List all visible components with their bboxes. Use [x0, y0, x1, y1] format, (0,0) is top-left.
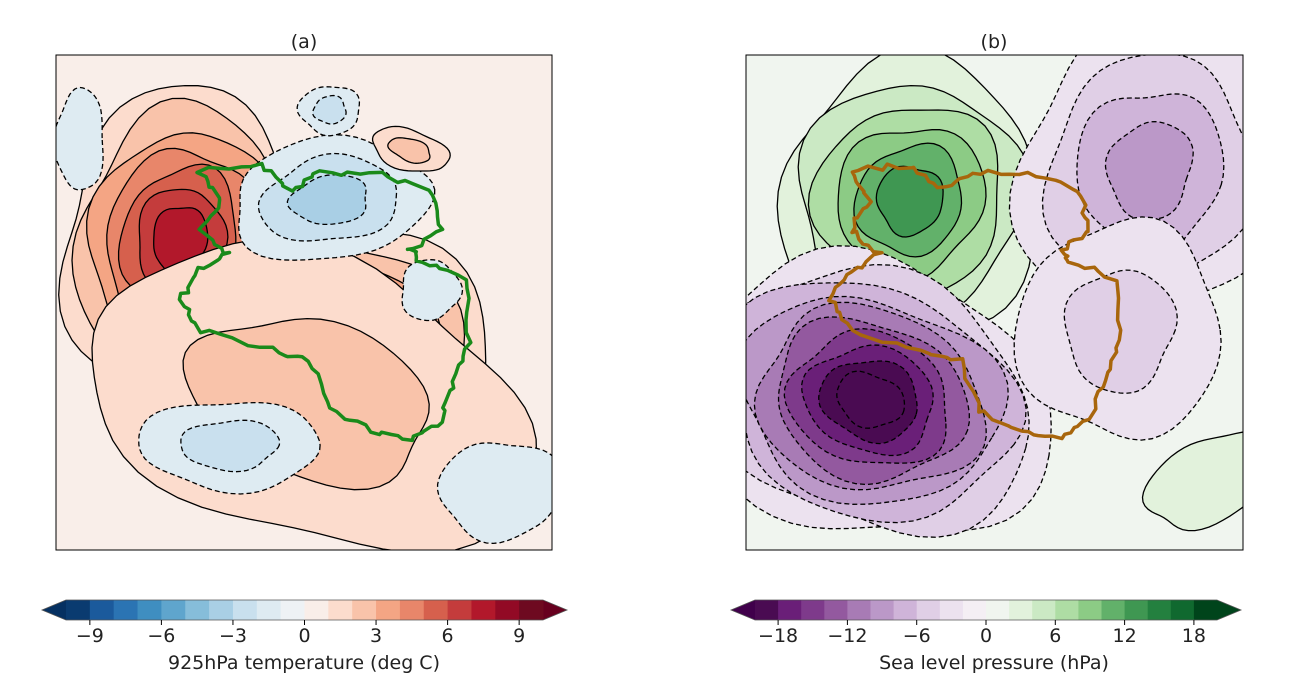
colorbar-bin	[939, 600, 964, 620]
colorbar-bin	[1055, 600, 1079, 620]
contour-level	[56, 86, 104, 191]
colorbar-tick-label: 0	[980, 625, 992, 647]
contour-level	[180, 419, 281, 473]
colorbar-bin	[1078, 600, 1102, 620]
colorbar-bin	[755, 600, 779, 620]
colorbar-b-label: Sea level pressure (hPa)	[879, 652, 1109, 674]
colorbar-tick-label: 3	[370, 625, 382, 647]
colorbar-tick-label: −18	[758, 625, 798, 647]
colorbar-bin	[986, 600, 1010, 620]
colorbar-bin	[447, 600, 472, 620]
contour-level	[836, 370, 906, 429]
colorbar-bin	[962, 600, 987, 620]
colorbar-bin	[519, 600, 544, 620]
colorbar-bin	[352, 600, 377, 620]
colorbar-bin	[399, 600, 425, 620]
colorbar-tick-label: 9	[513, 625, 525, 647]
colorbar-bin	[185, 600, 210, 620]
colorbar-bin	[870, 600, 895, 620]
colorbar-a-label: 925hPa temperature (deg C)	[168, 652, 440, 674]
colorbar-bin	[137, 600, 162, 620]
contour-level	[1104, 120, 1194, 221]
colorbar-b: −18 −12 −6 0 6 12 18	[729, 599, 1243, 647]
colorbar-bin	[824, 600, 848, 620]
colorbar-bin	[1170, 600, 1195, 620]
map-panel-b	[745, 54, 1244, 551]
colorbar-bin	[232, 600, 258, 620]
colorbar-bin	[161, 600, 186, 620]
coastline	[827, 162, 1123, 441]
colorbar-bin	[495, 600, 520, 620]
colorbar-bin	[778, 600, 802, 620]
colorbar-bin	[256, 600, 282, 620]
colorbar-bin	[1009, 600, 1033, 620]
colorbar-tick-label: −9	[76, 625, 104, 647]
colorbar-tick-label: 6	[1049, 625, 1061, 647]
colorbar-bin	[847, 600, 871, 620]
plot-frame	[745, 54, 1244, 551]
colorbar-bin	[113, 600, 139, 620]
contour-level	[387, 137, 431, 164]
colorbar-tick-label: 6	[442, 625, 454, 647]
colorbar-tick-label: −6	[147, 625, 175, 647]
colorbar-bin	[1193, 600, 1218, 620]
coastline	[177, 161, 473, 443]
colorbar-bin	[89, 600, 115, 620]
colorbar-tick-label: −6	[903, 625, 931, 647]
colorbar-extend-min	[731, 600, 755, 620]
colorbar-bin	[1032, 600, 1056, 620]
colorbar-bin	[893, 600, 918, 620]
map-panel-a	[55, 54, 553, 551]
colorbar-bin	[280, 600, 305, 620]
colorbar-tick-label: 0	[298, 625, 310, 647]
colorbar-tick-label: 12	[1113, 625, 1137, 647]
colorbar-tick-label: −12	[827, 625, 867, 647]
colorbar-bin	[376, 600, 401, 620]
colorbar-bin	[471, 600, 496, 620]
colorbar-a: −9 −6 −3 0 3 6 9	[40, 599, 569, 647]
colorbar-bin	[328, 600, 353, 620]
colorbar-bin	[1147, 600, 1172, 620]
contour-level	[401, 259, 464, 322]
colorbar-bin	[1101, 600, 1126, 620]
colorbar-bin	[66, 600, 91, 620]
plot-frame	[55, 54, 553, 551]
contour-level	[312, 94, 347, 125]
contour-level	[286, 174, 367, 226]
colorbar-bin	[423, 600, 449, 620]
contour-level	[436, 442, 552, 545]
contour-level	[875, 165, 944, 238]
colorbar-bin	[1124, 600, 1149, 620]
colorbar-bin	[209, 600, 234, 620]
colorbar-extend-max	[1217, 600, 1241, 620]
colorbar-tick-label: −3	[219, 625, 247, 647]
colorbar-bin	[801, 600, 825, 620]
colorbar-extend-min	[42, 600, 66, 620]
colorbar-bin	[304, 600, 329, 620]
panel-b-title: (b)	[981, 31, 1008, 53]
colorbar-tick-label: 18	[1182, 625, 1206, 647]
panel-a-title: (a)	[291, 31, 317, 53]
contour-level	[1141, 431, 1243, 532]
colorbar-bin	[916, 600, 941, 620]
colorbar-extend-max	[543, 600, 567, 620]
